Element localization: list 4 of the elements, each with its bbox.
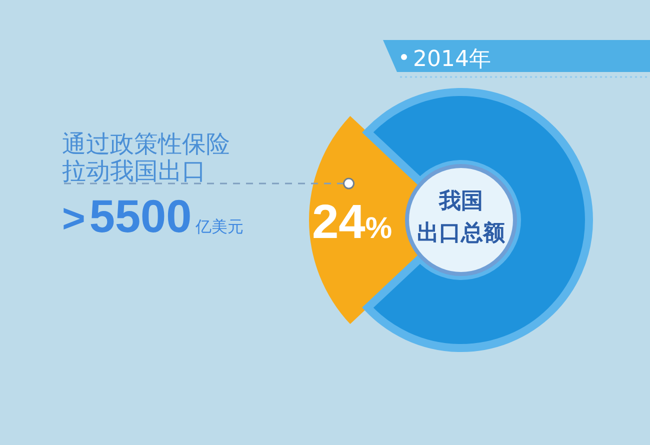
chart-title: 2014年 [413, 47, 491, 72]
data-label: 24% [312, 196, 392, 249]
slice-label: 通过政策性保险拉动我国出口 [62, 130, 230, 185]
text: 我国出口总额 [417, 189, 506, 246]
